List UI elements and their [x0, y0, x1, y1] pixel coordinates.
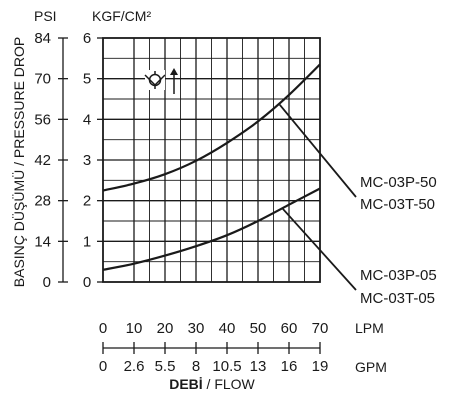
series-2	[102, 187, 321, 271]
series-2-leader-line	[282, 208, 357, 291]
psi-tick-label: 56	[34, 111, 51, 128]
lpm-tick-label: 0	[99, 320, 107, 337]
gpm-tick-label: 5.5	[155, 358, 176, 375]
lpm-axis: 0 10 20 30 40 50 60 70	[99, 320, 329, 337]
gpm-tick-label: 10.5	[212, 358, 241, 375]
psi-tick-label: 14	[34, 233, 51, 250]
lpm-tick-label: 70	[312, 320, 329, 337]
lpm-tick-label: 30	[188, 320, 205, 337]
gpm-axis: 0 2.6 5.5 8 10.5 13 16 19	[99, 342, 329, 375]
series-2-label-line1: MC-03P-05	[360, 267, 437, 284]
psi-tick-label: 42	[34, 152, 51, 169]
psi-tick-label: 70	[34, 71, 51, 88]
gpm-tick-label: 2.6	[124, 358, 145, 375]
series-layer	[102, 63, 357, 291]
plot-grid	[103, 38, 320, 282]
series-1-leader-line	[279, 104, 357, 198]
lpm-unit-label: LPM	[355, 320, 384, 336]
kgf-tick-label: 1	[83, 233, 91, 250]
kgf-tick-label: 4	[83, 111, 91, 128]
lpm-tick-label: 10	[126, 320, 143, 337]
gpm-tick-label: 8	[192, 358, 200, 375]
psi-axis: 0 14 28 42 56 70 84	[34, 30, 68, 291]
gpm-tick-label: 0	[99, 358, 107, 375]
x-axis-label: DEBİ / FLOW	[169, 376, 255, 392]
kgf-axis: 0 1 2 3 4 5 6	[83, 30, 103, 291]
lpm-tick-label: 50	[250, 320, 267, 337]
y-axis-label: BASINÇ DÜŞÜMÜ / PRESSURE DROP	[10, 37, 27, 287]
lpm-tick-label: 20	[157, 320, 174, 337]
kgf-tick-label: 0	[83, 274, 91, 291]
series-1-label-line1: MC-03P-50	[360, 174, 437, 191]
kgf-tick-label: 5	[83, 71, 91, 88]
gpm-tick-label: 19	[312, 358, 329, 375]
kgf-tick-label: 2	[83, 193, 91, 210]
check-valve-icon	[144, 68, 178, 94]
gpm-tick-label: 13	[250, 358, 267, 375]
lpm-tick-label: 40	[219, 320, 236, 337]
gpm-unit-label: GPM	[355, 359, 387, 375]
psi-tick-label: 0	[43, 274, 51, 291]
psi-unit-label: PSI	[34, 8, 57, 24]
kgf-unit-label: KGF/CM²	[92, 8, 151, 24]
series-1-label-line2: MC-03T-50	[360, 196, 435, 213]
kgf-tick-label: 3	[83, 152, 91, 169]
series-2-label-line2: MC-03T-05	[360, 290, 435, 307]
kgf-tick-label: 6	[83, 30, 91, 47]
psi-tick-label: 28	[34, 193, 51, 210]
series-2-line	[102, 187, 321, 271]
lpm-tick-label: 60	[281, 320, 298, 337]
series-1	[102, 63, 321, 192]
gpm-tick-label: 16	[281, 358, 298, 375]
psi-tick-label: 84	[34, 30, 51, 47]
series-1-line	[102, 63, 321, 192]
